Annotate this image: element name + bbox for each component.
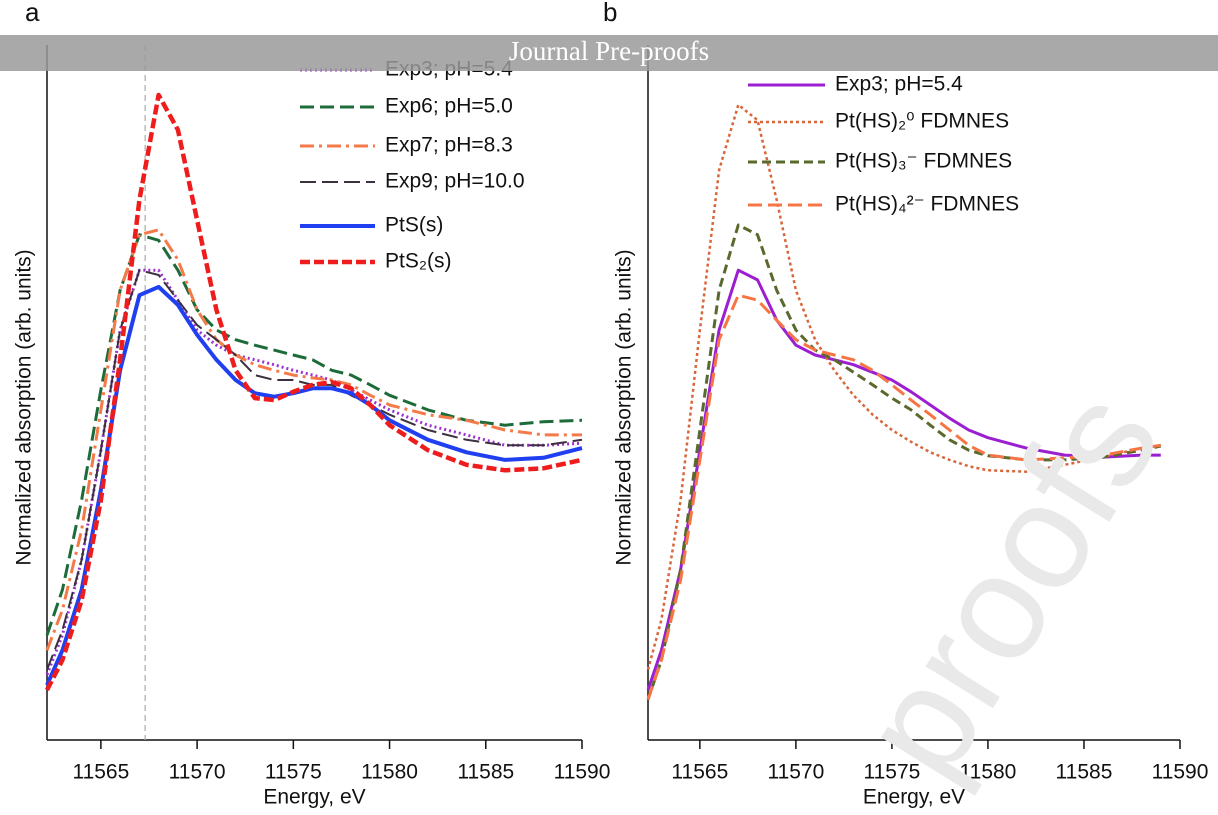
- legend-label: Exp7; pH=8.3: [385, 134, 513, 157]
- x-tick-label: 11575: [863, 761, 920, 784]
- x-tick-label: 11575: [265, 761, 322, 784]
- panel-label: a: [25, 0, 40, 27]
- watermark: proofs: [828, 362, 1191, 805]
- series-line: [45, 284, 583, 686]
- x-tick-label: 11585: [457, 761, 514, 784]
- banner-bar: [0, 35, 1218, 71]
- legend-label: Exp6; pH=5.0: [385, 95, 513, 118]
- y-axis-label: Normalized absorption (arb. units): [613, 249, 636, 565]
- legend-label: Pt(HS)₄²⁻ FDMNES: [835, 193, 1019, 216]
- series-line: [646, 268, 1161, 691]
- banner-text: Journal Pre-proofs: [509, 36, 709, 66]
- legend-label: PtS₂(s): [385, 250, 452, 273]
- plots: a 11565 11570 11575 11580 11585 11590 Energy, e…: [13, 0, 1209, 809]
- series-line: [45, 228, 582, 651]
- x-tick-label: 11590: [1152, 761, 1209, 784]
- series-line: [45, 233, 583, 636]
- x-tick-label: 11580: [361, 761, 418, 784]
- legend-label: Exp3; pH=5.4: [835, 73, 963, 96]
- x-tick-label: 11565: [72, 761, 129, 784]
- series-line: [45, 268, 583, 676]
- series-line: [646, 103, 1161, 671]
- legend-label: Exp9; pH=10.0: [385, 170, 525, 193]
- x-axis-label: Energy, eV: [863, 786, 965, 809]
- x-tick-label: 11585: [1056, 761, 1113, 784]
- x-axis-label: Energy, eV: [263, 786, 365, 809]
- x-tick-label: 11565: [671, 761, 728, 784]
- legend-label: PtS(s): [385, 214, 443, 237]
- legend-label: Pt(HS)₃⁻ FDMNES: [835, 150, 1012, 173]
- y-axis-label: Normalized absorption (arb. units): [13, 249, 36, 565]
- x-tick-label: 11590: [554, 761, 611, 784]
- legend-label: Pt(HS)₂⁰ FDMNES: [835, 110, 1009, 133]
- x-tick-label: 11580: [960, 761, 1017, 784]
- series-line: [646, 293, 1162, 701]
- series-line: [44, 92, 583, 692]
- series-line: [46, 269, 583, 671]
- x-tick-label: 11570: [767, 761, 824, 784]
- x-tick-label: 11570: [169, 761, 226, 784]
- panel-label: b: [603, 0, 617, 27]
